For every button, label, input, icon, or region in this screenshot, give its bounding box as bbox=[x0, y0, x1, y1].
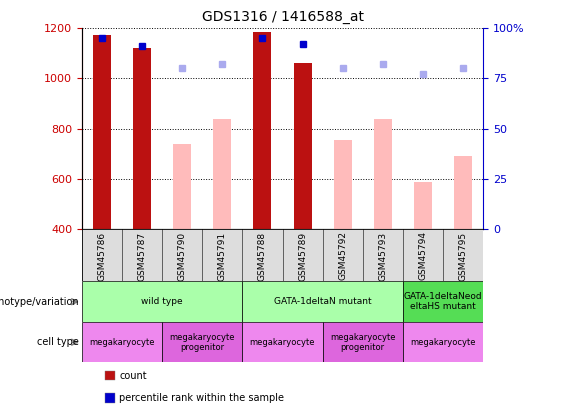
Text: GSM45790: GSM45790 bbox=[178, 231, 186, 281]
Bar bbox=[214, 119, 231, 229]
Text: megakaryocyte
progenitor: megakaryocyte progenitor bbox=[330, 333, 396, 352]
Bar bbox=[454, 156, 472, 229]
Text: count: count bbox=[119, 371, 147, 381]
Bar bbox=[133, 48, 151, 229]
Text: GSM45791: GSM45791 bbox=[218, 231, 227, 281]
Text: megakaryocyte
progenitor: megakaryocyte progenitor bbox=[170, 333, 235, 352]
Bar bbox=[374, 119, 392, 229]
Text: GSM45786: GSM45786 bbox=[98, 231, 106, 281]
Bar bbox=[173, 144, 191, 229]
Text: GSM45787: GSM45787 bbox=[138, 231, 146, 281]
Text: cell type: cell type bbox=[37, 337, 79, 347]
Text: GSM45793: GSM45793 bbox=[379, 231, 387, 281]
Text: GSM45792: GSM45792 bbox=[338, 231, 347, 280]
Text: megakaryocyte: megakaryocyte bbox=[250, 338, 315, 347]
Text: GATA-1deltaN mutant: GATA-1deltaN mutant bbox=[274, 297, 371, 306]
Bar bbox=[334, 140, 351, 229]
Bar bbox=[403, 281, 483, 322]
Bar bbox=[242, 281, 403, 322]
Bar bbox=[323, 322, 403, 362]
Text: GSM45789: GSM45789 bbox=[298, 231, 307, 281]
Text: GATA-1deltaNeod
eltaHS mutant: GATA-1deltaNeod eltaHS mutant bbox=[403, 292, 483, 311]
Bar bbox=[403, 322, 483, 362]
Bar bbox=[242, 322, 323, 362]
Bar bbox=[254, 32, 271, 229]
Text: percentile rank within the sample: percentile rank within the sample bbox=[119, 393, 284, 403]
Text: GSM45795: GSM45795 bbox=[459, 231, 467, 281]
Bar bbox=[82, 281, 242, 322]
Text: GDS1316 / 1416588_at: GDS1316 / 1416588_at bbox=[202, 10, 363, 24]
Bar bbox=[82, 322, 162, 362]
Text: genotype/variation: genotype/variation bbox=[0, 297, 79, 307]
Text: GSM45788: GSM45788 bbox=[258, 231, 267, 281]
Text: megakaryocyte: megakaryocyte bbox=[89, 338, 155, 347]
Text: megakaryocyte: megakaryocyte bbox=[410, 338, 476, 347]
Bar bbox=[294, 64, 311, 229]
Text: wild type: wild type bbox=[141, 297, 183, 306]
Bar bbox=[414, 183, 432, 229]
Bar bbox=[93, 34, 111, 229]
Bar bbox=[162, 322, 242, 362]
Text: GSM45794: GSM45794 bbox=[419, 231, 427, 280]
